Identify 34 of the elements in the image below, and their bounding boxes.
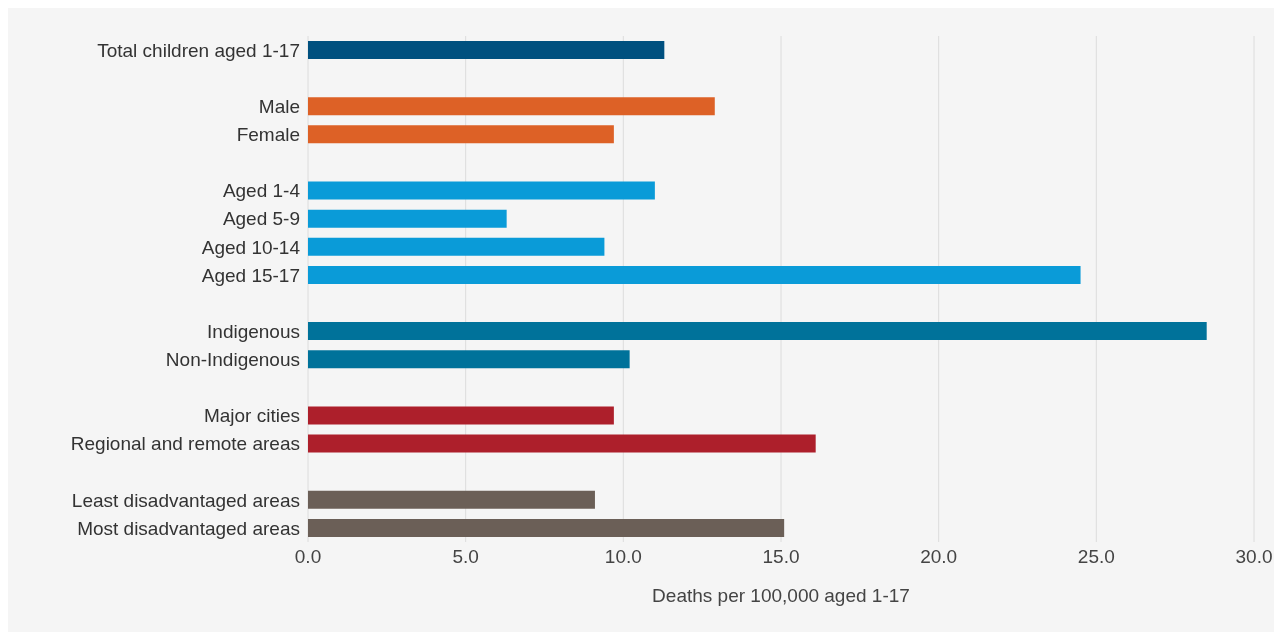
x-tick-label: 25.0 <box>1077 546 1115 568</box>
y-tick-label: Non-Indigenous <box>165 349 300 371</box>
y-tick-label: Female <box>236 124 300 146</box>
y-tick-label: Least disadvantaged areas <box>71 489 300 511</box>
x-tick-label: 30.0 <box>1235 546 1273 568</box>
bar <box>308 406 614 425</box>
y-tick-label: Aged 5-9 <box>222 208 300 230</box>
y-tick-label: Indigenous <box>207 320 300 342</box>
x-axis-title: Deaths per 100,000 aged 1-17 <box>652 585 910 606</box>
bar <box>308 434 816 453</box>
x-tick-label: 15.0 <box>762 546 800 568</box>
y-tick-label: Regional and remote areas <box>70 433 300 455</box>
bar <box>308 490 595 509</box>
bar <box>308 181 655 200</box>
bar <box>308 350 630 369</box>
y-tick-label: Aged 10-14 <box>201 236 301 258</box>
bar <box>308 41 665 59</box>
y-tick-label: Major cities <box>203 405 300 427</box>
bar <box>308 265 1081 284</box>
y-tick-label: Total children aged 1-17 <box>97 39 300 61</box>
bar <box>308 97 715 116</box>
bar <box>308 125 614 144</box>
x-tick-label: 20.0 <box>920 546 958 568</box>
x-tick-label: 10.0 <box>604 546 642 568</box>
bar <box>308 237 605 256</box>
bar <box>308 209 507 228</box>
x-tick-label: 0.0 <box>294 546 322 568</box>
y-tick-label: Most disadvantaged areas <box>77 517 300 539</box>
y-tick-label: Aged 15-17 <box>201 264 300 286</box>
bar <box>308 518 785 537</box>
y-tick-label: Male <box>258 96 300 118</box>
y-tick-label: Aged 1-4 <box>222 180 301 202</box>
bar <box>308 322 1207 341</box>
x-tick-label: 5.0 <box>452 546 479 568</box>
